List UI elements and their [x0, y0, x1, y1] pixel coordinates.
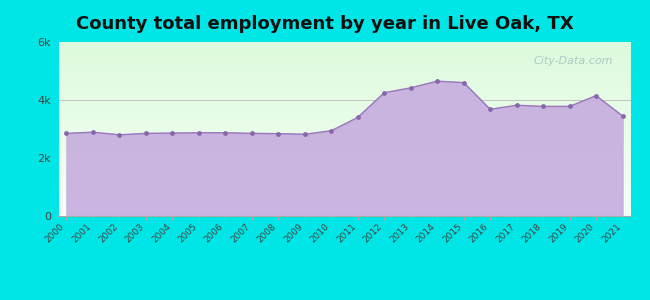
- Point: [591, 93, 601, 98]
- Point: [458, 80, 469, 85]
- Text: County total employment by year in Live Oak, TX: County total employment by year in Live …: [76, 15, 574, 33]
- Point: [114, 132, 125, 137]
- Point: [432, 79, 443, 83]
- Text: City-Data.com: City-Data.com: [534, 56, 614, 66]
- Point: [220, 130, 231, 135]
- Point: [618, 113, 628, 118]
- Point: [512, 103, 522, 108]
- Point: [379, 90, 389, 95]
- Point: [140, 131, 151, 136]
- Point: [88, 130, 98, 135]
- Point: [61, 131, 72, 136]
- Point: [564, 104, 575, 109]
- Point: [326, 128, 337, 133]
- Point: [300, 132, 310, 136]
- Point: [194, 130, 204, 135]
- Point: [538, 104, 549, 109]
- Point: [246, 131, 257, 136]
- Point: [167, 131, 177, 136]
- Point: [485, 107, 495, 112]
- Point: [406, 85, 416, 90]
- Point: [352, 115, 363, 120]
- Point: [273, 131, 283, 136]
